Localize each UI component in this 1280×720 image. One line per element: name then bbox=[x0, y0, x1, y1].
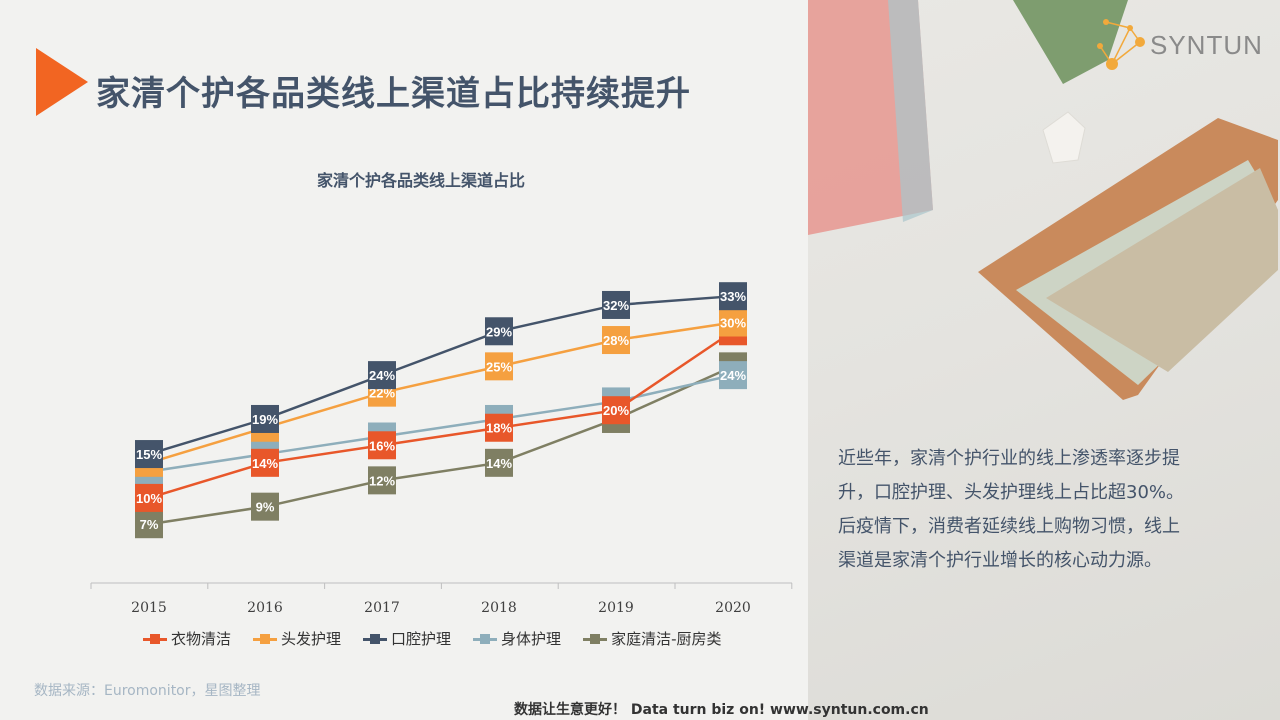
data-point-clothing bbox=[368, 431, 396, 460]
data-point-oral bbox=[135, 440, 163, 469]
data-label-body: 24% bbox=[720, 368, 746, 383]
data-label-clothing: 20% bbox=[603, 403, 629, 418]
chart-legend: 衣物清洁 头发护理 口腔护理 身体护理 家庭清洁-厨房类 bbox=[143, 628, 721, 649]
data-label-hair: 22% bbox=[369, 386, 395, 401]
data-point-clothing bbox=[135, 483, 163, 512]
data-point-oral bbox=[251, 404, 279, 433]
data-point-home bbox=[485, 448, 513, 477]
data-point-home bbox=[368, 466, 396, 495]
data-label-home: 7% bbox=[140, 517, 159, 532]
summary-paragraph-2: 后疫情下，消费者延续线上购物习惯，线上渠道是家清个护行业增长的核心动力源。 bbox=[838, 516, 1180, 571]
data-source: 数据来源：Euromonitor，星图整理 bbox=[34, 683, 261, 699]
data-label-oral: 32% bbox=[603, 298, 629, 313]
series-oral: 15% 19% 24% 29% 32% 33% bbox=[135, 282, 747, 469]
data-point-oral bbox=[485, 317, 513, 346]
legend-item-clothing: 衣物清洁 bbox=[143, 628, 231, 649]
series-line-oral bbox=[148, 294, 734, 456]
legend-item-oral: 口腔护理 bbox=[363, 628, 451, 649]
legend-swatch bbox=[583, 633, 608, 644]
data-point-oral bbox=[368, 361, 396, 390]
summary-paragraph-1: 近些年，家清个护行业的线上渗透率逐步提升，口腔护理、头发护理线上占比超30%。 bbox=[838, 448, 1185, 503]
series-clothing: 10% 14% 16% 18% 20% 29% bbox=[135, 317, 747, 512]
title-accent-triangle bbox=[36, 48, 88, 116]
logo-wordmark: SYNTUN bbox=[1150, 30, 1263, 60]
series-line-home bbox=[148, 365, 734, 526]
data-label-oral: 33% bbox=[720, 289, 746, 304]
data-label-oral: 29% bbox=[486, 324, 512, 339]
legend-item-home: 家庭清洁-厨房类 bbox=[583, 628, 721, 649]
data-label-clothing: 18% bbox=[486, 421, 512, 436]
data-label-home: 14% bbox=[486, 456, 512, 471]
legend-label: 头发护理 bbox=[281, 630, 342, 648]
series-line-hair bbox=[148, 321, 734, 465]
data-point-home bbox=[135, 510, 163, 539]
legend-label: 身体护理 bbox=[501, 630, 562, 648]
data-point-body bbox=[719, 361, 747, 390]
syntun-logo-icon bbox=[1097, 19, 1145, 70]
legend-label: 家庭清洁-厨房类 bbox=[611, 630, 722, 648]
data-label-home: 12% bbox=[369, 473, 395, 488]
x-tick-label: 2015 bbox=[131, 600, 167, 616]
chart-title: 家清个护各品类线上渠道占比 bbox=[317, 171, 525, 190]
legend-item-body: 身体护理 bbox=[473, 628, 561, 649]
data-point-hair bbox=[602, 326, 630, 355]
data-label-oral: 24% bbox=[369, 368, 395, 383]
legend-swatch bbox=[253, 633, 278, 644]
series-line-clothing bbox=[148, 330, 734, 500]
x-tick-label: 2016 bbox=[247, 600, 283, 616]
legend-swatch bbox=[363, 633, 388, 644]
footer-slogan: 数据让生意更好！ Data turn biz on! www.syntun.co… bbox=[514, 702, 929, 718]
data-point-oral bbox=[719, 282, 747, 311]
summary-text: 近些年，家清个护行业的线上渗透率逐步提升，口腔护理、头发护理线上占比超30%。 … bbox=[838, 442, 1188, 578]
data-label-oral: 15% bbox=[136, 447, 162, 462]
line-chart: 家清个护各品类线上渠道占比 2015 2016 2017 2018 2019 2020 7… bbox=[90, 171, 793, 616]
data-point-home bbox=[251, 492, 279, 521]
legend-swatch bbox=[473, 633, 498, 644]
data-point-hair bbox=[719, 308, 747, 337]
data-label-clothing: 10% bbox=[136, 491, 162, 506]
x-tick-label: 2017 bbox=[364, 600, 400, 616]
legend-label: 口腔护理 bbox=[391, 630, 452, 648]
data-label-oral: 19% bbox=[252, 412, 278, 427]
legend-label: 衣物清洁 bbox=[171, 630, 232, 648]
legend-swatch bbox=[143, 633, 167, 644]
x-tick-label: 2018 bbox=[481, 600, 517, 616]
data-point-clothing bbox=[602, 396, 630, 425]
data-label-hair: 30% bbox=[720, 316, 746, 331]
x-tick-label: 2019 bbox=[598, 600, 634, 616]
data-label-home: 9% bbox=[256, 500, 275, 515]
data-label-hair: 28% bbox=[603, 333, 629, 348]
decorative-photo bbox=[808, 0, 1280, 720]
data-label-clothing: 14% bbox=[252, 456, 278, 471]
x-tick-label: 2020 bbox=[715, 600, 751, 616]
photo-illustration bbox=[808, 0, 1278, 400]
data-label-hair: 25% bbox=[486, 359, 512, 374]
left-panel bbox=[0, 0, 808, 720]
data-point-hair bbox=[485, 352, 513, 381]
data-point-oral bbox=[602, 290, 630, 319]
data-label-clothing: 16% bbox=[369, 438, 395, 453]
page-title: 家清个护各品类线上渠道占比持续提升 bbox=[96, 74, 691, 114]
data-point-clothing bbox=[251, 448, 279, 477]
legend-item-hair: 头发护理 bbox=[253, 628, 341, 649]
data-point-clothing bbox=[485, 413, 513, 442]
